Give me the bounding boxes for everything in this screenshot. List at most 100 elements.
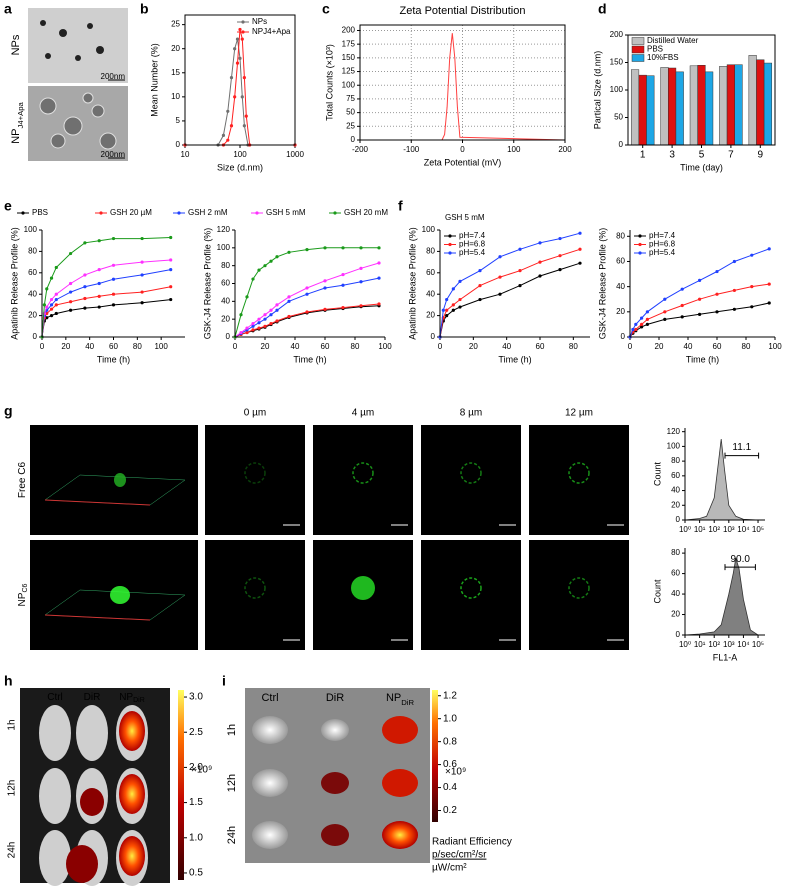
- x-tick-label: 40: [684, 342, 693, 351]
- organ: [252, 769, 288, 797]
- marker: [445, 297, 449, 302]
- marker: [732, 288, 737, 293]
- 3d-cell: [110, 586, 130, 604]
- marker: [251, 324, 255, 328]
- legend-label: Distilled Water: [647, 36, 699, 45]
- x-tick-label: 0: [233, 342, 238, 351]
- legend-label: NPJ4+Apa: [252, 27, 291, 36]
- y-tick-label: 0: [619, 140, 624, 149]
- bar: [719, 66, 728, 146]
- column-label: Ctrl: [47, 692, 63, 703]
- y-axis-label: Count: [652, 579, 662, 604]
- label-sub: C6: [22, 583, 29, 592]
- marker: [715, 292, 719, 296]
- legend-label: pH=6.8: [459, 240, 486, 249]
- mouse: [39, 705, 71, 761]
- marker: [244, 114, 248, 118]
- colorbar-label: 3.0: [189, 692, 203, 703]
- marker: [451, 308, 455, 312]
- x-tick-label: 0: [40, 342, 45, 351]
- confocal-slice: [313, 425, 413, 535]
- legend-marker: [638, 242, 642, 247]
- y-tick-label: 60: [28, 268, 37, 277]
- marker: [451, 287, 455, 291]
- scale-bar-label: 10 µm: [388, 641, 411, 650]
- marker: [257, 317, 261, 321]
- marker: [498, 292, 502, 296]
- marker: [233, 95, 237, 99]
- marker: [69, 290, 73, 294]
- marker: [97, 281, 101, 286]
- x-tick-label: 0: [460, 145, 465, 154]
- scale-bar-label: 10 µm: [280, 526, 303, 535]
- marker: [69, 251, 73, 256]
- mouse: [39, 768, 71, 824]
- y-tick-label: 100: [24, 225, 38, 234]
- marker: [715, 269, 719, 274]
- bar: [705, 71, 714, 146]
- x-tick-label: 10: [181, 150, 190, 159]
- legend-label: PBS: [32, 208, 48, 217]
- label-main: NP: [10, 129, 22, 144]
- marker: [239, 330, 243, 335]
- y-tick-label: 0: [676, 630, 681, 639]
- particle: [39, 97, 57, 115]
- y-tick-label: 80: [221, 261, 230, 270]
- marker: [323, 307, 327, 311]
- x-tick-label: 1: [640, 150, 646, 161]
- colorbar-label: 2.0: [189, 762, 203, 773]
- legend-label: pH=6.8: [649, 240, 676, 249]
- panel-letter: i: [222, 673, 226, 689]
- column-label: NPDiR: [119, 692, 145, 705]
- marker: [458, 305, 462, 309]
- y-tick-label: 75: [346, 94, 355, 103]
- organ: [321, 719, 349, 741]
- legend-marker: [241, 30, 245, 34]
- marker: [238, 56, 242, 60]
- y-tick-label: 200: [342, 26, 356, 35]
- marker: [83, 285, 87, 289]
- colorbar-label: 0.4: [443, 782, 457, 793]
- signal: [119, 774, 145, 814]
- marker: [54, 292, 58, 296]
- label-sub: DiR: [401, 698, 414, 707]
- colorbar-label: 1.2: [443, 690, 457, 701]
- marker: [341, 272, 345, 277]
- marker: [441, 308, 445, 312]
- column-label: NPDiR: [386, 692, 415, 707]
- bar: [734, 64, 743, 146]
- panel-letter: g: [4, 403, 13, 419]
- x-tick-label: 10⁰: [679, 640, 691, 649]
- marker: [640, 322, 644, 327]
- x-axis-label: Time (h): [686, 354, 719, 364]
- legend-marker: [255, 211, 259, 215]
- marker: [538, 274, 542, 278]
- legend-marker: [448, 234, 452, 238]
- signal: [119, 711, 145, 751]
- marker: [305, 310, 309, 314]
- marker: [750, 253, 754, 257]
- row-label: 12h: [7, 780, 18, 797]
- marker: [97, 267, 101, 272]
- label-main: NP: [386, 692, 401, 704]
- x-tick-label: 10¹: [694, 525, 706, 534]
- signal: [80, 788, 104, 816]
- y-tick-label: 60: [616, 257, 625, 266]
- marker: [111, 277, 116, 281]
- marker: [245, 326, 249, 330]
- marker: [767, 247, 771, 251]
- 3d-axis: [44, 614, 151, 621]
- x-tick-label: 20: [655, 342, 664, 351]
- legend-swatch: [631, 37, 645, 45]
- panel-letter: e: [4, 198, 12, 214]
- marker: [140, 260, 144, 264]
- y-axis-label: Total Counts (×10³): [324, 44, 334, 121]
- legend-marker: [333, 211, 337, 215]
- cell-signal: [460, 577, 482, 599]
- y-tick-label: 20: [426, 311, 435, 320]
- marker: [645, 310, 650, 314]
- marker: [235, 61, 240, 65]
- signal: [119, 836, 145, 876]
- marker: [359, 304, 363, 308]
- marker: [518, 269, 522, 273]
